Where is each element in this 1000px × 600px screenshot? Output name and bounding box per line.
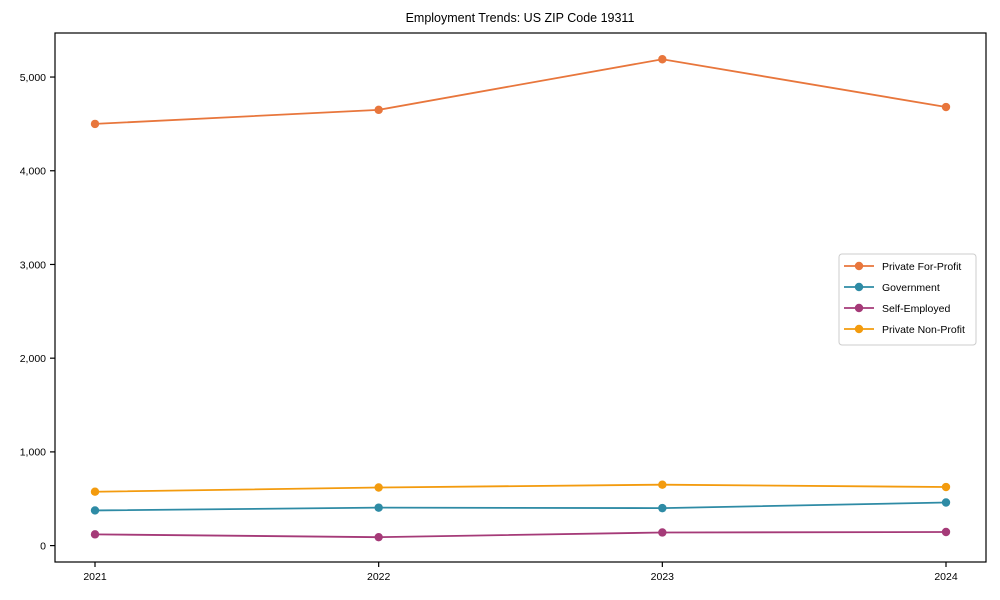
series-line-self-employed	[94, 531, 947, 539]
legend: Private For-Profit Government Self-Employe…	[838, 253, 977, 346]
y-axis: 0 1,000 2,000 3,000 4,000 5,000	[20, 72, 55, 552]
data-point-self-employed-2023	[658, 528, 667, 537]
data-point-self-employed-2021	[90, 530, 100, 539]
x-tick-label: 2024	[934, 571, 958, 583]
legend-label-private-for-profit: Private For-Profit	[882, 261, 961, 273]
plot-frame	[54, 32, 987, 563]
legend-marker-private-for-profit	[854, 261, 864, 271]
legend-label-private-non-profit: Private Non-Profit	[882, 324, 965, 336]
data-point-private-for-profit-2022	[374, 105, 383, 115]
legend-entry-private-non-profit: Private Non-Profit	[844, 324, 965, 336]
legend-label-self-employed: Self-Employed	[882, 303, 950, 315]
y-tick-label: 2,000	[20, 353, 46, 365]
y-tick-label: 5,000	[20, 72, 46, 84]
legend-entry-self-employed: Self-Employed	[844, 303, 950, 315]
legend-entry-government: Government	[844, 282, 940, 294]
legend-marker-government	[854, 282, 864, 292]
data-point-government-2022	[374, 503, 383, 512]
x-axis: 2021 2022 2023 2024	[83, 562, 958, 583]
data-point-private-non-profit-2023	[658, 480, 667, 489]
legend-marker-self-employed	[854, 303, 864, 313]
series-line-private-for-profit	[94, 58, 947, 125]
data-point-self-employed-2022	[374, 532, 383, 542]
data-point-private-non-profit-2021	[90, 487, 100, 496]
series-private-non-profit	[90, 480, 951, 496]
data-point-government-2024	[941, 498, 951, 507]
data-point-private-for-profit-2024	[941, 102, 951, 112]
legend-marker-private-non-profit	[854, 324, 864, 334]
data-point-government-2023	[658, 503, 667, 513]
legend-box	[838, 253, 977, 346]
x-tick-label: 2023	[651, 571, 675, 583]
x-tick-label: 2021	[83, 571, 107, 583]
series-private-for-profit	[90, 55, 951, 129]
data-point-self-employed-2024	[941, 527, 951, 537]
data-point-private-for-profit-2023	[658, 55, 667, 64]
series-self-employed	[90, 527, 951, 542]
y-tick-label: 1,000	[20, 447, 46, 459]
data-point-private-non-profit-2024	[941, 482, 951, 492]
y-tick-label: 3,000	[20, 259, 46, 271]
x-tick-label: 2022	[367, 571, 391, 583]
data-point-government-2021	[90, 506, 100, 515]
y-tick-label: 0	[40, 540, 46, 552]
data-point-private-non-profit-2022	[374, 483, 383, 492]
series-line-government	[94, 501, 947, 512]
series-line-private-non-profit	[94, 483, 947, 493]
legend-entry-private-for-profit: Private For-Profit	[844, 261, 961, 273]
data-point-private-for-profit-2021	[90, 119, 100, 129]
series-government	[90, 498, 951, 515]
legend-label-government: Government	[882, 282, 940, 294]
chart-title: Employment Trends: US ZIP Code 19311	[406, 11, 635, 25]
y-tick-label: 4,000	[20, 166, 46, 178]
